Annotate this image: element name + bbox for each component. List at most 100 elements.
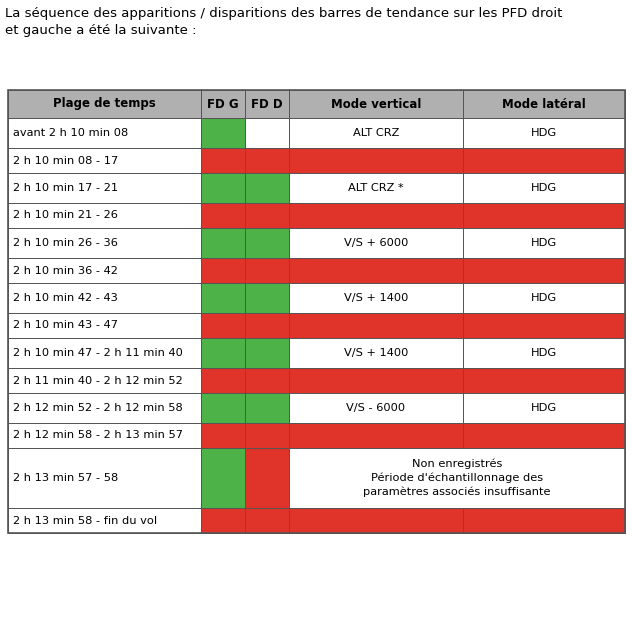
Bar <box>201 203 245 228</box>
Text: HDG: HDG <box>531 183 557 193</box>
Text: HDG: HDG <box>531 238 557 248</box>
Bar <box>289 393 463 423</box>
Text: 2 h 10 min 47 - 2 h 11 min 40: 2 h 10 min 47 - 2 h 11 min 40 <box>13 348 183 358</box>
Bar <box>289 173 463 203</box>
Text: Mode vertical: Mode vertical <box>331 98 421 111</box>
Bar <box>245 283 289 313</box>
Bar <box>245 313 289 338</box>
Bar <box>8 228 201 258</box>
Bar <box>463 368 625 393</box>
Bar <box>8 173 201 203</box>
Bar <box>245 228 289 258</box>
Bar <box>8 148 201 173</box>
Bar <box>8 368 201 393</box>
Bar <box>289 148 463 173</box>
Text: 2 h 10 min 21 - 26: 2 h 10 min 21 - 26 <box>13 211 118 221</box>
Bar <box>201 283 245 313</box>
Bar <box>463 173 625 203</box>
Bar <box>245 203 289 228</box>
Bar <box>245 423 289 448</box>
Text: 2 h 10 min 26 - 36: 2 h 10 min 26 - 36 <box>13 238 118 248</box>
Bar <box>8 423 201 448</box>
Bar <box>463 258 625 283</box>
Bar <box>8 90 201 118</box>
Bar <box>245 393 289 423</box>
Bar <box>8 313 201 338</box>
Text: V/S - 6000: V/S - 6000 <box>346 403 406 413</box>
Bar <box>201 448 245 508</box>
Bar <box>201 313 245 338</box>
Text: ALT CRZ: ALT CRZ <box>353 128 399 138</box>
Bar <box>8 90 625 533</box>
Text: 2 h 10 min 08 - 17: 2 h 10 min 08 - 17 <box>13 156 118 166</box>
Bar <box>245 258 289 283</box>
Text: 2 h 10 min 42 - 43: 2 h 10 min 42 - 43 <box>13 293 118 303</box>
Bar <box>289 228 463 258</box>
Bar <box>245 368 289 393</box>
Bar <box>289 313 463 338</box>
Text: V/S + 6000: V/S + 6000 <box>344 238 408 248</box>
Bar <box>8 118 201 148</box>
Text: 2 h 10 min 17 - 21: 2 h 10 min 17 - 21 <box>13 183 118 193</box>
Text: 2 h 10 min 43 - 47: 2 h 10 min 43 - 47 <box>13 321 118 331</box>
Text: et gauche a été la suivante :: et gauche a été la suivante : <box>5 24 196 37</box>
Text: HDG: HDG <box>531 403 557 413</box>
Text: La séquence des apparitions / disparitions des barres de tendance sur les PFD dr: La séquence des apparitions / disparitio… <box>5 7 562 20</box>
Text: HDG: HDG <box>531 293 557 303</box>
Bar <box>8 258 201 283</box>
Bar <box>201 423 245 448</box>
Bar <box>201 90 245 118</box>
Bar <box>463 393 625 423</box>
Bar <box>201 228 245 258</box>
Bar <box>463 228 625 258</box>
Text: HDG: HDG <box>531 128 557 138</box>
Bar <box>463 283 625 313</box>
Bar <box>201 118 245 148</box>
Bar <box>289 258 463 283</box>
Text: V/S + 1400: V/S + 1400 <box>344 293 408 303</box>
Bar <box>289 118 463 148</box>
Bar <box>289 508 463 533</box>
Bar <box>463 148 625 173</box>
Bar <box>245 338 289 368</box>
Bar <box>289 90 463 118</box>
Bar <box>463 90 625 118</box>
Bar <box>245 118 289 148</box>
Text: ALT CRZ *: ALT CRZ * <box>348 183 404 193</box>
Text: HDG: HDG <box>531 348 557 358</box>
Bar <box>245 448 289 508</box>
Bar <box>8 338 201 368</box>
Text: Non enregistrés
Période d'échantillonnage des
paramètres associés insuffisante: Non enregistrés Période d'échantillonnag… <box>363 459 551 497</box>
Bar <box>201 258 245 283</box>
Bar <box>245 173 289 203</box>
Bar <box>289 203 463 228</box>
Text: 2 h 12 min 52 - 2 h 12 min 58: 2 h 12 min 52 - 2 h 12 min 58 <box>13 403 183 413</box>
Bar <box>463 118 625 148</box>
Bar <box>8 283 201 313</box>
Bar <box>8 448 201 508</box>
Bar <box>8 393 201 423</box>
Text: 2 h 11 min 40 - 2 h 12 min 52: 2 h 11 min 40 - 2 h 12 min 52 <box>13 376 183 386</box>
Bar <box>201 338 245 368</box>
Bar <box>463 508 625 533</box>
Text: Mode latéral: Mode latéral <box>502 98 586 111</box>
Bar <box>463 338 625 368</box>
Text: 2 h 13 min 57 - 58: 2 h 13 min 57 - 58 <box>13 473 118 483</box>
Bar <box>201 508 245 533</box>
Bar <box>289 283 463 313</box>
Bar <box>201 368 245 393</box>
Text: FD D: FD D <box>251 98 283 111</box>
Bar <box>245 508 289 533</box>
Text: avant 2 h 10 min 08: avant 2 h 10 min 08 <box>13 128 128 138</box>
Bar <box>289 423 463 448</box>
Bar <box>463 423 625 448</box>
Bar <box>289 338 463 368</box>
Bar <box>201 173 245 203</box>
Bar <box>289 368 463 393</box>
Bar <box>245 148 289 173</box>
Bar <box>201 148 245 173</box>
Text: 2 h 10 min 36 - 42: 2 h 10 min 36 - 42 <box>13 266 118 276</box>
Bar <box>289 448 625 508</box>
Bar <box>8 508 201 533</box>
Text: Plage de temps: Plage de temps <box>53 98 156 111</box>
